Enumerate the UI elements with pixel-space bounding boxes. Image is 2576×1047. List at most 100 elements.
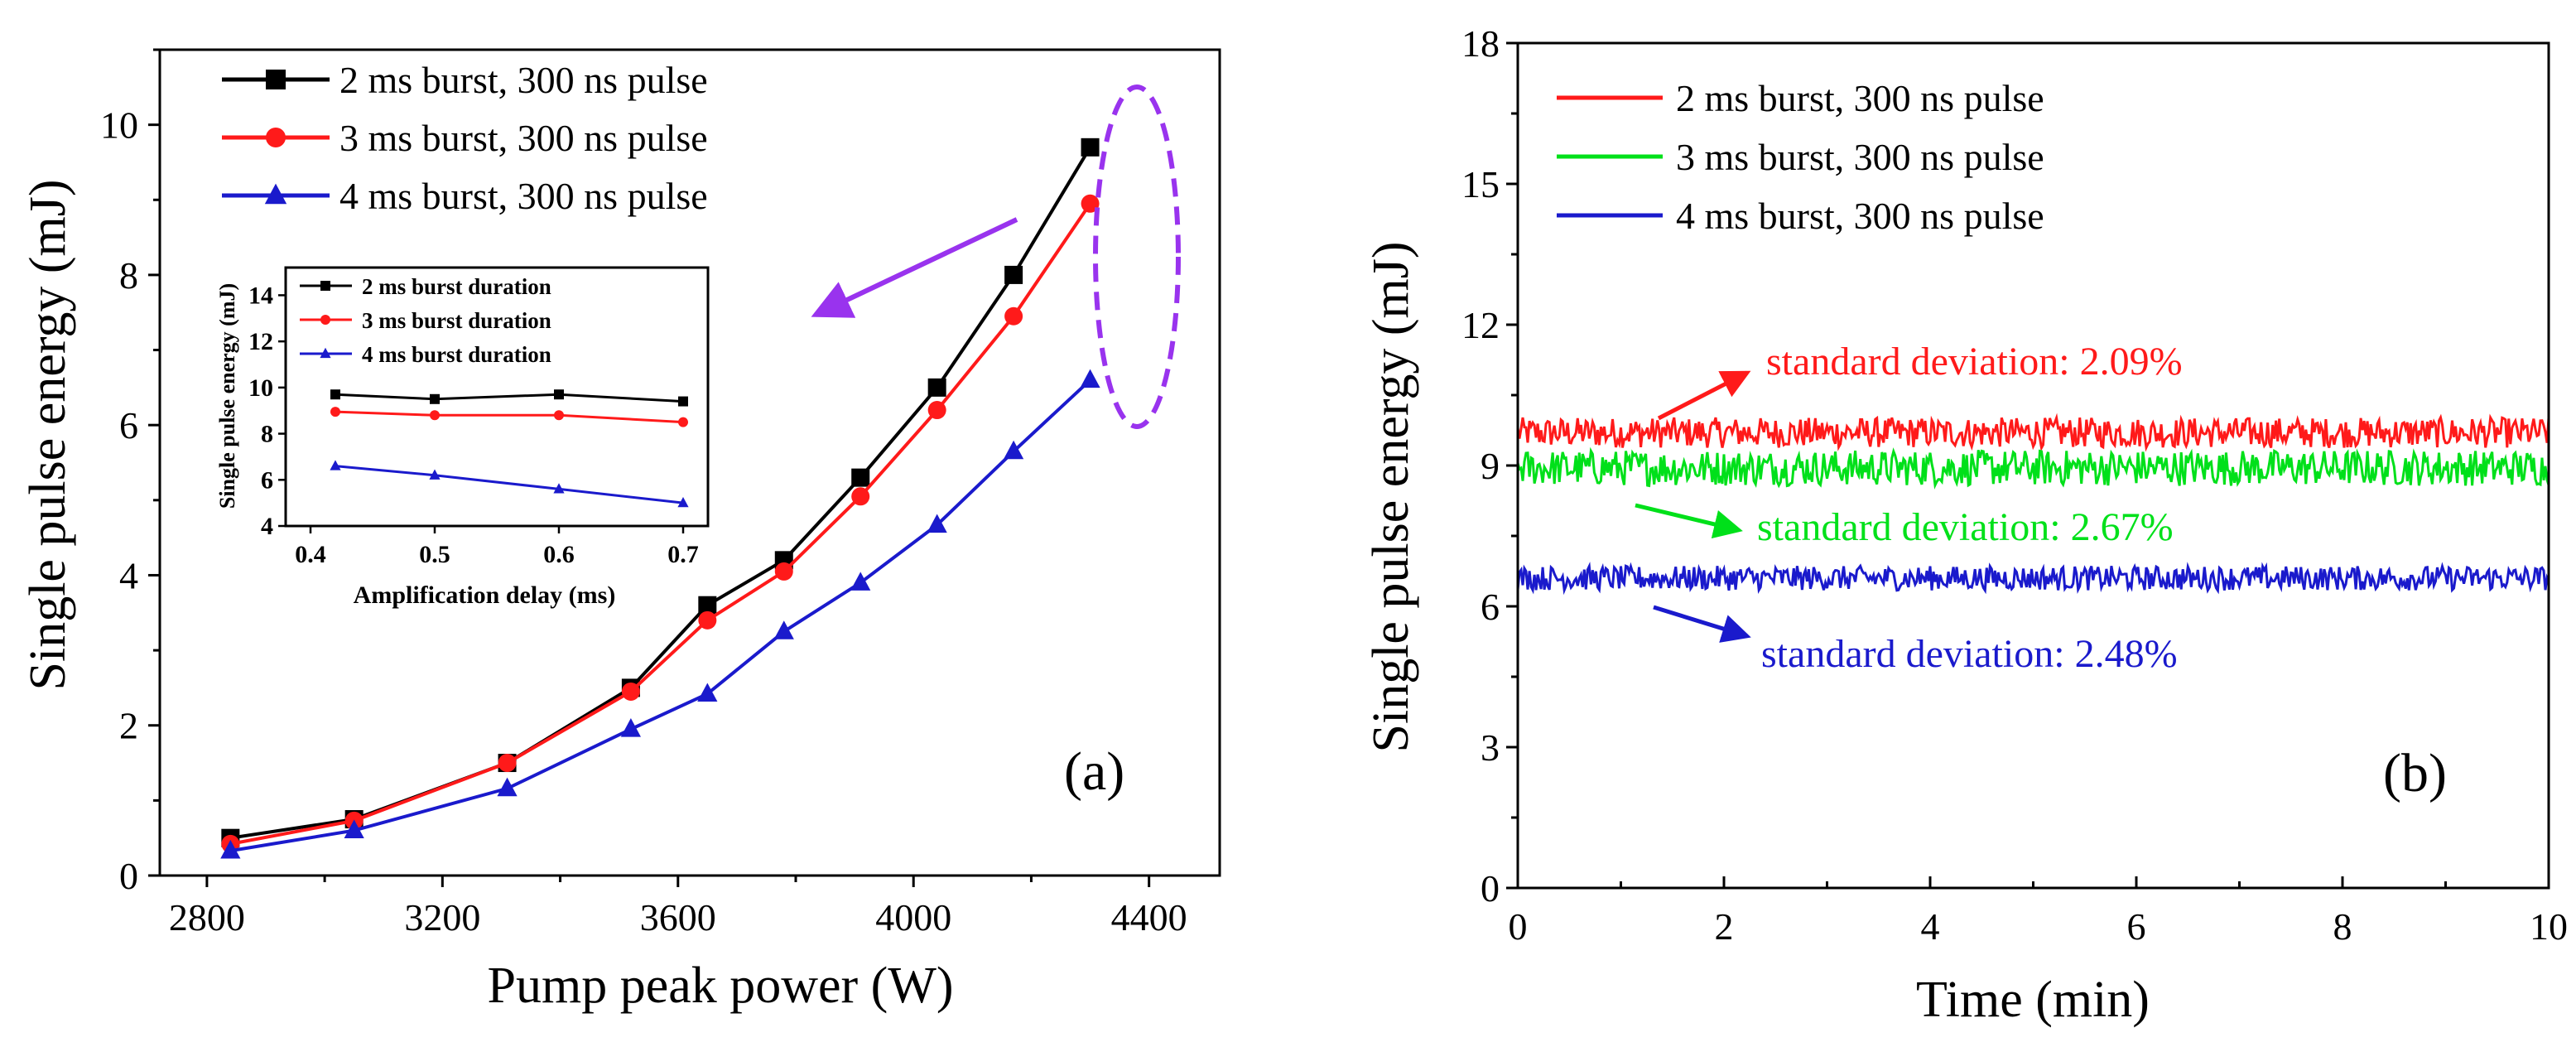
chart-a-ytick-label: 10 xyxy=(100,104,138,147)
chart-a-inset-series-2-point xyxy=(553,483,565,494)
chart-a-series-0-point xyxy=(1004,265,1023,284)
chart-a-ytick-label: 6 xyxy=(119,404,138,446)
chart-a-inset-ytick-label: 10 xyxy=(248,374,273,402)
chart-a-inset-series-0-point xyxy=(554,389,564,400)
chart-a: 0.4 0.5 0.6 0.7 4 6 8 10 12 14 2 ms burst duration… xyxy=(20,48,1221,1014)
chart-a-inset-legend-marker-1 xyxy=(320,315,330,325)
chart-a-series-0-point xyxy=(851,468,870,487)
chart-a-series-2-line xyxy=(229,379,1091,853)
chart-a-inset-series-1-point xyxy=(678,417,688,427)
chart-a-inset-series-0-point xyxy=(430,393,440,404)
chart-b-series-0-line xyxy=(1516,413,2550,452)
chart-a-series-2-point xyxy=(1004,440,1024,460)
chart-a-series-1-point xyxy=(851,487,870,506)
chart-a-series-2-point xyxy=(927,514,947,533)
chart-a-legend-label-2: 4 ms burst, 300 ns pulse xyxy=(339,175,708,217)
chart-b-std-annotation-green: standard deviation: 2.67% xyxy=(1757,505,2174,549)
chart-a-series-1-point xyxy=(621,682,640,701)
chart-a-ytick-label: 0 xyxy=(119,855,138,897)
chart-b-ytick-label: 3 xyxy=(1481,726,1500,769)
chart-a-inset-legend-label-1: 3 ms burst duration xyxy=(362,308,551,333)
chart-a-inset-series-0-point xyxy=(678,396,688,407)
chart-a-inset-xtick-label: 0.5 xyxy=(419,541,450,568)
chart-a-inset-series-2-point xyxy=(677,496,689,508)
chart-a-series-1-point xyxy=(774,562,793,581)
chart-a-series-2-point xyxy=(697,683,718,702)
chart-a-inset-legend-label-2: 4 ms burst duration xyxy=(362,342,551,367)
chart-a-panel-label: (a) xyxy=(1064,741,1124,802)
chart-b: 0 2 4 6 8 10 0 3 6 9 12 15 18 2 ms burst, 300 ns pul… xyxy=(1363,22,2568,1028)
chart-a-series-0-point xyxy=(698,596,717,615)
chart-a-legend-marker-1 xyxy=(266,128,286,147)
chart-b-xlabel: Time (min) xyxy=(1916,972,2150,1028)
chart-b-xtick-label: 0 xyxy=(1509,905,1528,948)
chart-a-inset-series-1-point xyxy=(554,410,564,421)
chart-b-series-2-line xyxy=(1516,562,2550,596)
chart-b-ytick-label: 15 xyxy=(1461,163,1500,205)
chart-b-ytick-label: 9 xyxy=(1481,445,1500,487)
chart-b-xtick-label: 10 xyxy=(2530,905,2568,948)
chart-a-series-1-point xyxy=(1004,306,1023,326)
chart-a-series-2-point xyxy=(620,718,641,737)
chart-a-inset-legend-label-0: 2 ms burst duration xyxy=(362,274,551,299)
chart-b-xtick-label: 2 xyxy=(1715,905,1734,948)
chart-a-ytick-label: 4 xyxy=(119,554,138,596)
chart-a-xtick-label: 4000 xyxy=(875,896,951,938)
chart-a-inset-series-1-point xyxy=(430,410,440,421)
chart-b-legend-label-2: 4 ms burst, 300 ns pulse xyxy=(1676,195,2044,237)
chart-a-series-0-point xyxy=(927,378,946,397)
chart-a-inset-series-2-point xyxy=(429,469,441,480)
chart-a-xtick-label: 4400 xyxy=(1111,896,1187,938)
chart-a-series-1-point xyxy=(927,401,946,420)
chart-b-std-annotation-red: standard deviation: 2.09% xyxy=(1766,340,2183,384)
chart-a-inset: 0.4 0.5 0.6 0.7 4 6 8 10 12 14 2 ms burst duration… xyxy=(215,266,710,609)
chart-a-arrow xyxy=(811,217,1018,318)
chart-a-xtick-label: 3600 xyxy=(640,896,716,938)
chart-a-inset-series-1-point xyxy=(330,407,340,417)
chart-b-ytick-label: 6 xyxy=(1481,586,1500,628)
chart-a-highlight-ellipse xyxy=(1093,84,1181,429)
chart-a-xtick-label: 2800 xyxy=(169,896,245,938)
chart-b-ylabel: Single pulse energy (mJ) xyxy=(1363,241,1419,752)
chart-a-inset-xtick-label: 0.6 xyxy=(543,541,575,568)
chart-a-series-2-point xyxy=(220,839,241,859)
chart-a-series-1-line xyxy=(229,202,1092,846)
chart-b-panel-label: (b) xyxy=(2383,743,2447,803)
chart-b-arrow-blue xyxy=(1653,605,1751,643)
chart-a-ytick-label: 8 xyxy=(119,254,138,297)
chart-a-xtick-label: 3200 xyxy=(404,896,480,938)
chart-a-ytick-label: 2 xyxy=(119,705,138,747)
chart-b-arrow-red xyxy=(1657,370,1751,421)
chart-a-series-1-point xyxy=(698,610,717,630)
chart-a-xlabel: Pump peak power (W) xyxy=(488,958,954,1014)
chart-a-series-2-point xyxy=(773,620,794,639)
chart-b-xtick-label: 6 xyxy=(2127,905,2146,948)
chart-b-xtick-label: 8 xyxy=(2333,905,2352,948)
chart-a-inset-ytick-label: 6 xyxy=(261,466,273,494)
chart-a-inset-series-0-line xyxy=(335,393,684,403)
chart-b-std-annotation-blue: standard deviation: 2.48% xyxy=(1761,632,2178,676)
chart-a-inset-series-2-point xyxy=(330,460,341,470)
chart-a-series-0-line xyxy=(229,146,1092,840)
chart-a-series-1-point xyxy=(498,754,517,773)
chart-a-inset-series-0-point xyxy=(330,389,340,400)
chart-a-series-2-point xyxy=(497,777,518,797)
chart-a-inset-xlabel: Amplification delay (ms) xyxy=(354,581,616,609)
chart-a-series-0-point xyxy=(1081,138,1100,157)
chart-a-series-2-point xyxy=(344,819,364,838)
chart-b-ytick-label: 0 xyxy=(1481,867,1500,909)
chart-a-series-2-point xyxy=(850,572,871,591)
chart-a-ylabel: Single pulse energy (mJ) xyxy=(20,179,76,690)
chart-a-inset-frame xyxy=(284,266,710,528)
chart-a-legend-label-0: 2 ms burst, 300 ns pulse xyxy=(339,59,708,101)
chart-a-series-layer xyxy=(220,138,1100,859)
chart-b-xtick-label: 4 xyxy=(1921,905,1940,948)
chart-b-ytick-label: 18 xyxy=(1461,22,1500,65)
chart-a-inset-xtick-label: 0.4 xyxy=(295,541,326,568)
chart-a-inset-ytick-label: 12 xyxy=(248,328,273,355)
chart-b-legend-label-1: 3 ms burst, 300 ns pulse xyxy=(1676,136,2044,178)
chart-a-inset-legend-marker-2 xyxy=(320,347,331,359)
chart-a-legend-marker-2 xyxy=(264,183,287,205)
chart-b-ytick-label: 12 xyxy=(1461,304,1500,346)
